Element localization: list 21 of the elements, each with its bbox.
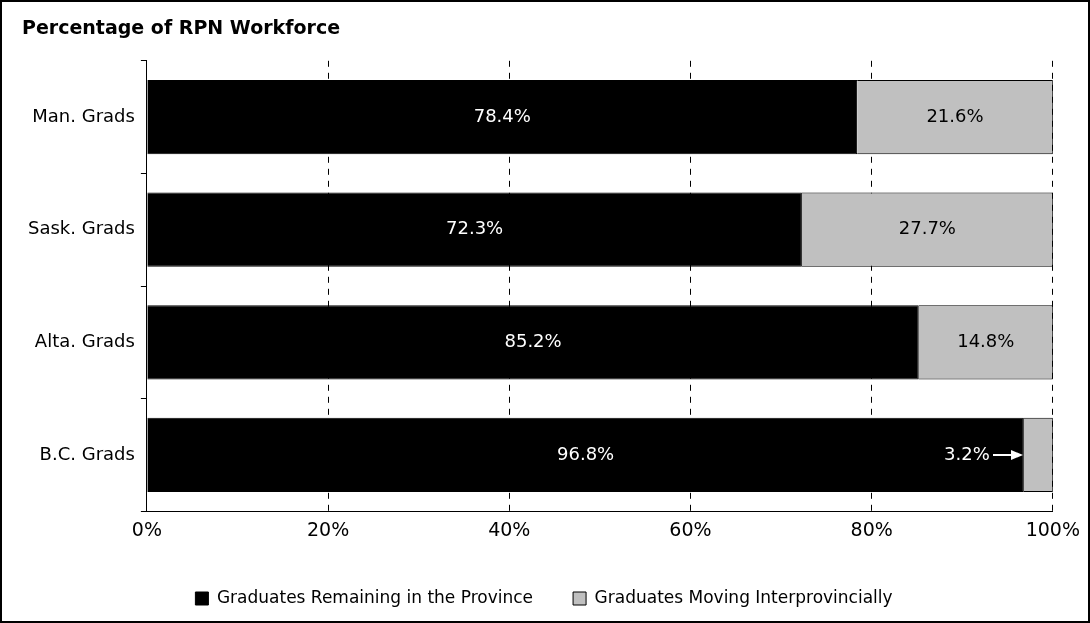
data-label: 78.4% bbox=[473, 104, 531, 126]
chart-title: Percentage of RPN Workforce bbox=[22, 16, 341, 39]
data-label: 72.3% bbox=[446, 217, 504, 239]
x-tick-label: 100% bbox=[1025, 517, 1080, 540]
y-tick-label: Man. Grads bbox=[32, 104, 135, 126]
x-tick-label: 40% bbox=[488, 517, 531, 540]
x-tick-label: 0% bbox=[131, 517, 162, 540]
legend-label: Graduates Remaining in the Province bbox=[216, 586, 534, 607]
x-tick-label: 80% bbox=[850, 517, 893, 540]
x-tick-label: 60% bbox=[669, 517, 712, 540]
data-label: 21.6% bbox=[926, 104, 984, 126]
legend-label: Graduates Moving Interprovincially bbox=[594, 586, 893, 607]
data-label: 85.2% bbox=[504, 329, 562, 351]
data-label: 96.8% bbox=[557, 442, 615, 464]
y-tick-label: Alta. Grads bbox=[34, 329, 135, 351]
data-label: 27.7% bbox=[898, 217, 956, 239]
data-label: 3.2% bbox=[944, 442, 990, 464]
y-tick-label: B.C. Grads bbox=[39, 442, 135, 464]
x-tick-label: 20% bbox=[306, 517, 350, 540]
data-label: 14.8% bbox=[957, 329, 1015, 351]
y-tick-label: Sask. Grads bbox=[27, 217, 135, 239]
